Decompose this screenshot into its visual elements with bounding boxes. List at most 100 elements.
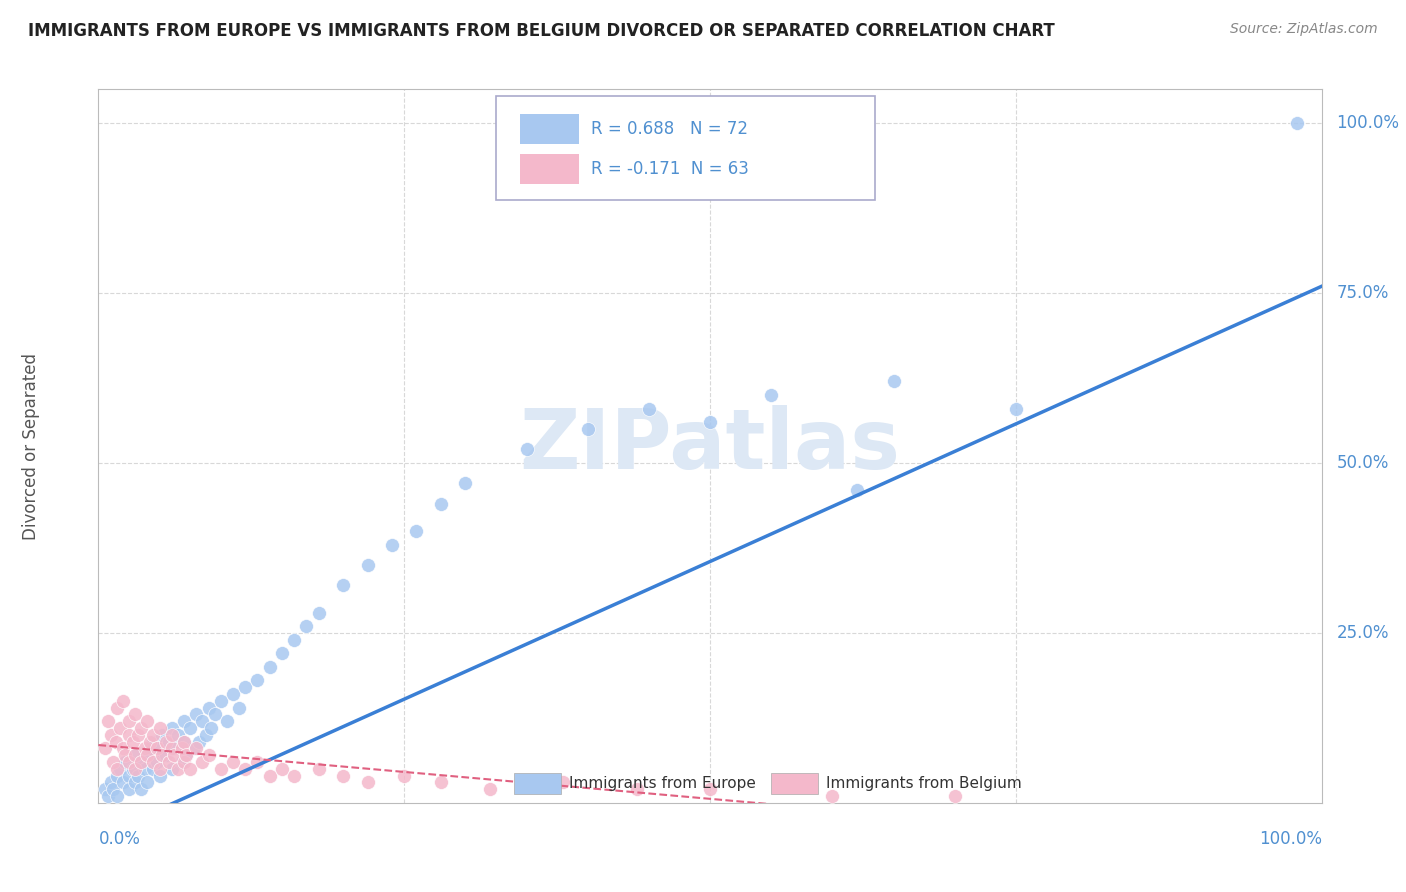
Point bbox=[176, 748, 198, 763]
Text: 50.0%: 50.0% bbox=[1336, 454, 1389, 472]
Point bbox=[478, 782, 501, 797]
Point bbox=[761, 388, 783, 402]
Point bbox=[821, 789, 844, 803]
Point bbox=[111, 741, 134, 756]
Point bbox=[136, 748, 159, 763]
Point bbox=[105, 700, 128, 714]
Point bbox=[430, 497, 453, 511]
Point bbox=[118, 755, 141, 769]
Point bbox=[356, 775, 378, 789]
Text: Source: ZipAtlas.com: Source: ZipAtlas.com bbox=[1230, 22, 1378, 37]
Text: Divorced or Separated: Divorced or Separated bbox=[22, 352, 41, 540]
Point bbox=[142, 728, 165, 742]
Point bbox=[124, 775, 146, 789]
Point bbox=[308, 762, 330, 776]
FancyBboxPatch shape bbox=[496, 96, 875, 200]
Point bbox=[179, 762, 201, 776]
Point bbox=[150, 748, 173, 763]
Point bbox=[142, 734, 165, 748]
Text: 100.0%: 100.0% bbox=[1336, 114, 1399, 132]
Point bbox=[1004, 401, 1026, 416]
Point bbox=[157, 734, 180, 748]
Point bbox=[93, 782, 115, 797]
Point bbox=[124, 707, 146, 722]
Point bbox=[576, 422, 599, 436]
Point bbox=[637, 401, 661, 416]
Bar bbox=[520, 154, 579, 184]
Point bbox=[149, 762, 172, 776]
Point bbox=[195, 728, 218, 742]
Point bbox=[332, 578, 354, 592]
Point bbox=[129, 755, 152, 769]
Point bbox=[157, 755, 180, 769]
Point bbox=[215, 714, 238, 729]
Point bbox=[129, 721, 152, 735]
Point bbox=[197, 748, 219, 763]
Point bbox=[200, 721, 222, 735]
Text: 25.0%: 25.0% bbox=[1336, 624, 1389, 642]
Point bbox=[183, 741, 205, 756]
Point bbox=[127, 769, 149, 783]
Point bbox=[308, 606, 330, 620]
Point bbox=[110, 762, 132, 776]
Point bbox=[146, 741, 169, 756]
Point bbox=[155, 748, 177, 763]
Point bbox=[170, 741, 193, 756]
Point bbox=[204, 707, 226, 722]
Point bbox=[118, 769, 141, 783]
Point bbox=[233, 680, 256, 694]
Point bbox=[124, 762, 146, 776]
Point bbox=[246, 755, 269, 769]
Point bbox=[136, 714, 159, 729]
Point bbox=[121, 762, 143, 776]
Point bbox=[129, 755, 152, 769]
Point bbox=[1286, 116, 1309, 130]
Point bbox=[118, 714, 141, 729]
Point bbox=[943, 789, 966, 803]
Point bbox=[139, 741, 162, 756]
Point bbox=[160, 728, 183, 742]
Point bbox=[430, 775, 453, 789]
Point bbox=[187, 734, 209, 748]
Point bbox=[191, 714, 214, 729]
Point bbox=[173, 734, 195, 748]
Point bbox=[134, 762, 156, 776]
Point bbox=[93, 741, 115, 756]
Point bbox=[136, 775, 159, 789]
Point bbox=[173, 734, 195, 748]
Point bbox=[222, 687, 245, 701]
Point bbox=[283, 769, 305, 783]
Point bbox=[127, 728, 149, 742]
Point bbox=[191, 755, 214, 769]
Point bbox=[146, 755, 169, 769]
Point bbox=[124, 748, 146, 763]
Point bbox=[259, 660, 281, 674]
Point bbox=[105, 762, 128, 776]
Point bbox=[405, 524, 427, 538]
Point bbox=[111, 775, 134, 789]
Point bbox=[160, 741, 183, 756]
Point bbox=[136, 748, 159, 763]
Point bbox=[179, 721, 201, 735]
Point bbox=[356, 558, 378, 572]
Bar bbox=[520, 114, 579, 145]
Point bbox=[110, 721, 132, 735]
Point bbox=[100, 728, 122, 742]
Point bbox=[295, 619, 318, 633]
Point bbox=[150, 728, 173, 742]
Point bbox=[105, 769, 128, 783]
Bar bbox=[515, 772, 561, 794]
Text: 100.0%: 100.0% bbox=[1258, 830, 1322, 848]
Point bbox=[626, 782, 648, 797]
Point bbox=[114, 748, 136, 763]
Point bbox=[142, 762, 165, 776]
Point bbox=[209, 694, 232, 708]
Point bbox=[167, 728, 190, 742]
Text: R = 0.688   N = 72: R = 0.688 N = 72 bbox=[592, 120, 748, 138]
Point bbox=[160, 762, 183, 776]
Point bbox=[186, 741, 208, 756]
Point bbox=[270, 762, 294, 776]
Point bbox=[111, 694, 134, 708]
Point bbox=[104, 734, 127, 748]
Text: R = -0.171  N = 63: R = -0.171 N = 63 bbox=[592, 161, 749, 178]
